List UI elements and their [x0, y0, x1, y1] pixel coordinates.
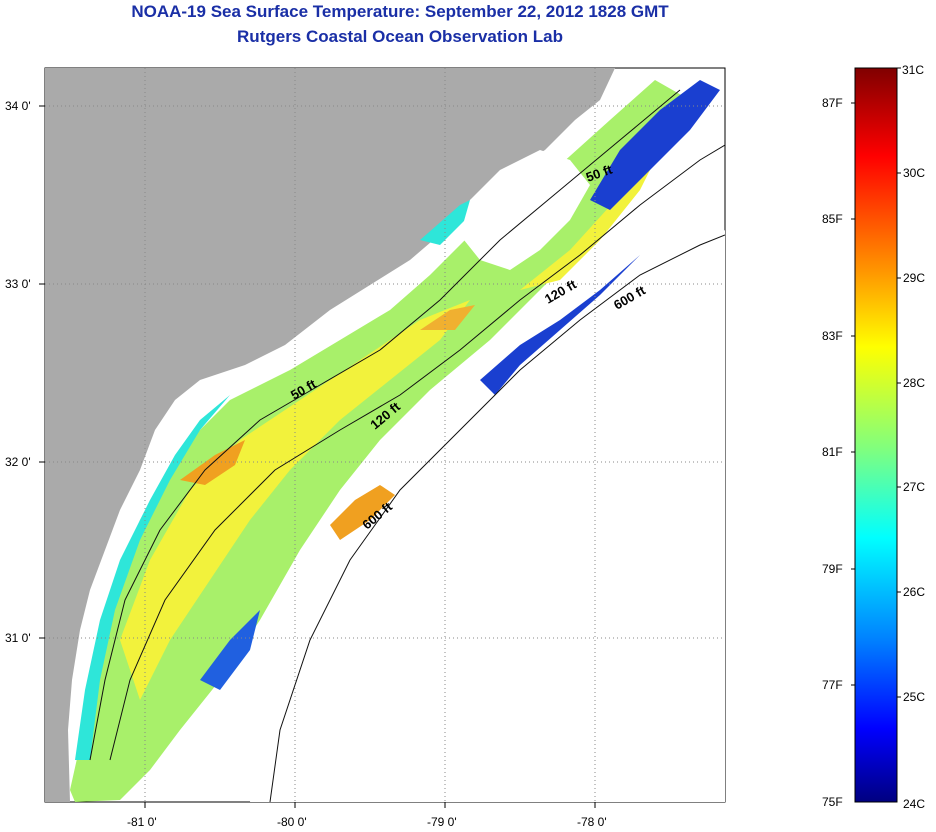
sst-cool-patch-south: [200, 610, 260, 690]
cbar-label-75f: 75F: [822, 795, 843, 809]
isobath-lines: [89, 89, 725, 802]
cbar-label-31c: 31C: [902, 63, 924, 77]
sst-nearshore-cyan: [75, 395, 230, 760]
lat-label-34: 34 0': [5, 99, 31, 113]
lon-label-78: -78 0': [577, 815, 607, 829]
cbar-label-81f: 81F: [822, 445, 843, 459]
sst-cool-edge: [480, 255, 640, 395]
cbar-label-85f: 85F: [822, 212, 843, 226]
map-subtitle: Rutgers Coastal Ocean Observation Lab: [237, 27, 563, 46]
land-mass: [45, 68, 615, 802]
sst-hot-patch-2: [330, 485, 395, 540]
cbar-label-87f: 87F: [822, 96, 843, 110]
cbar-label-26c: 26C: [903, 585, 925, 599]
isobath-120ft: [109, 144, 725, 761]
cbar-label-28c: 28C: [903, 376, 925, 390]
cloud-mask-east: [250, 230, 725, 802]
colorbar-celsius-labels: 31C 30C 29C 28C 27C 26C 25C 24C: [902, 63, 925, 811]
colorbar-fahrenheit-labels: 87F 85F 83F 81F 79F 77F 75F: [822, 96, 843, 809]
graticule: [45, 68, 725, 802]
cbar-label-29c: 29C: [903, 271, 925, 285]
lat-label-32: 32 0': [5, 455, 31, 469]
lon-label-81: -81 0': [127, 815, 157, 829]
cbar-label-24c: 24C: [903, 797, 925, 811]
sst-hot-patch-1: [180, 440, 245, 485]
cbar-label-25c: 25C: [903, 690, 925, 704]
isobath-50ft: [89, 89, 681, 761]
colorbar-gradient: [854, 67, 898, 803]
sst-map: -81 0' -80 0' -79 0' -78 0' 34 0' 33 0' …: [5, 67, 726, 829]
lon-label-79: -79 0': [427, 815, 457, 829]
sst-warm-core: [120, 300, 470, 700]
isobath-600ft: [269, 234, 725, 802]
sst-shelf-green: [70, 80, 690, 802]
sst-cool-edge-north: [590, 80, 720, 210]
cloud-mask-north: [460, 150, 590, 270]
cbar-label-27c: 27C: [903, 480, 925, 494]
colorbar: 31C 30C 29C 28C 27C 26C 25C 24C 87F 85F …: [822, 63, 925, 811]
axis-labels: -81 0' -80 0' -79 0' -78 0' 34 0' 33 0' …: [5, 99, 607, 829]
lon-label-80: -80 0': [277, 815, 307, 829]
lat-label-33: 33 0': [5, 277, 31, 291]
cbar-label-79f: 79F: [822, 562, 843, 576]
sst-hot-patch-3: [420, 305, 475, 330]
lat-label-31: 31 0': [5, 631, 31, 645]
axis-ticks: [39, 105, 596, 808]
cbar-label-77f: 77F: [822, 678, 843, 692]
map-title: NOAA-19 Sea Surface Temperature: Septemb…: [131, 2, 669, 21]
cbar-label-83f: 83F: [822, 329, 843, 343]
colorbar-ticks: [851, 67, 901, 698]
cbar-label-30c: 30C: [903, 166, 925, 180]
